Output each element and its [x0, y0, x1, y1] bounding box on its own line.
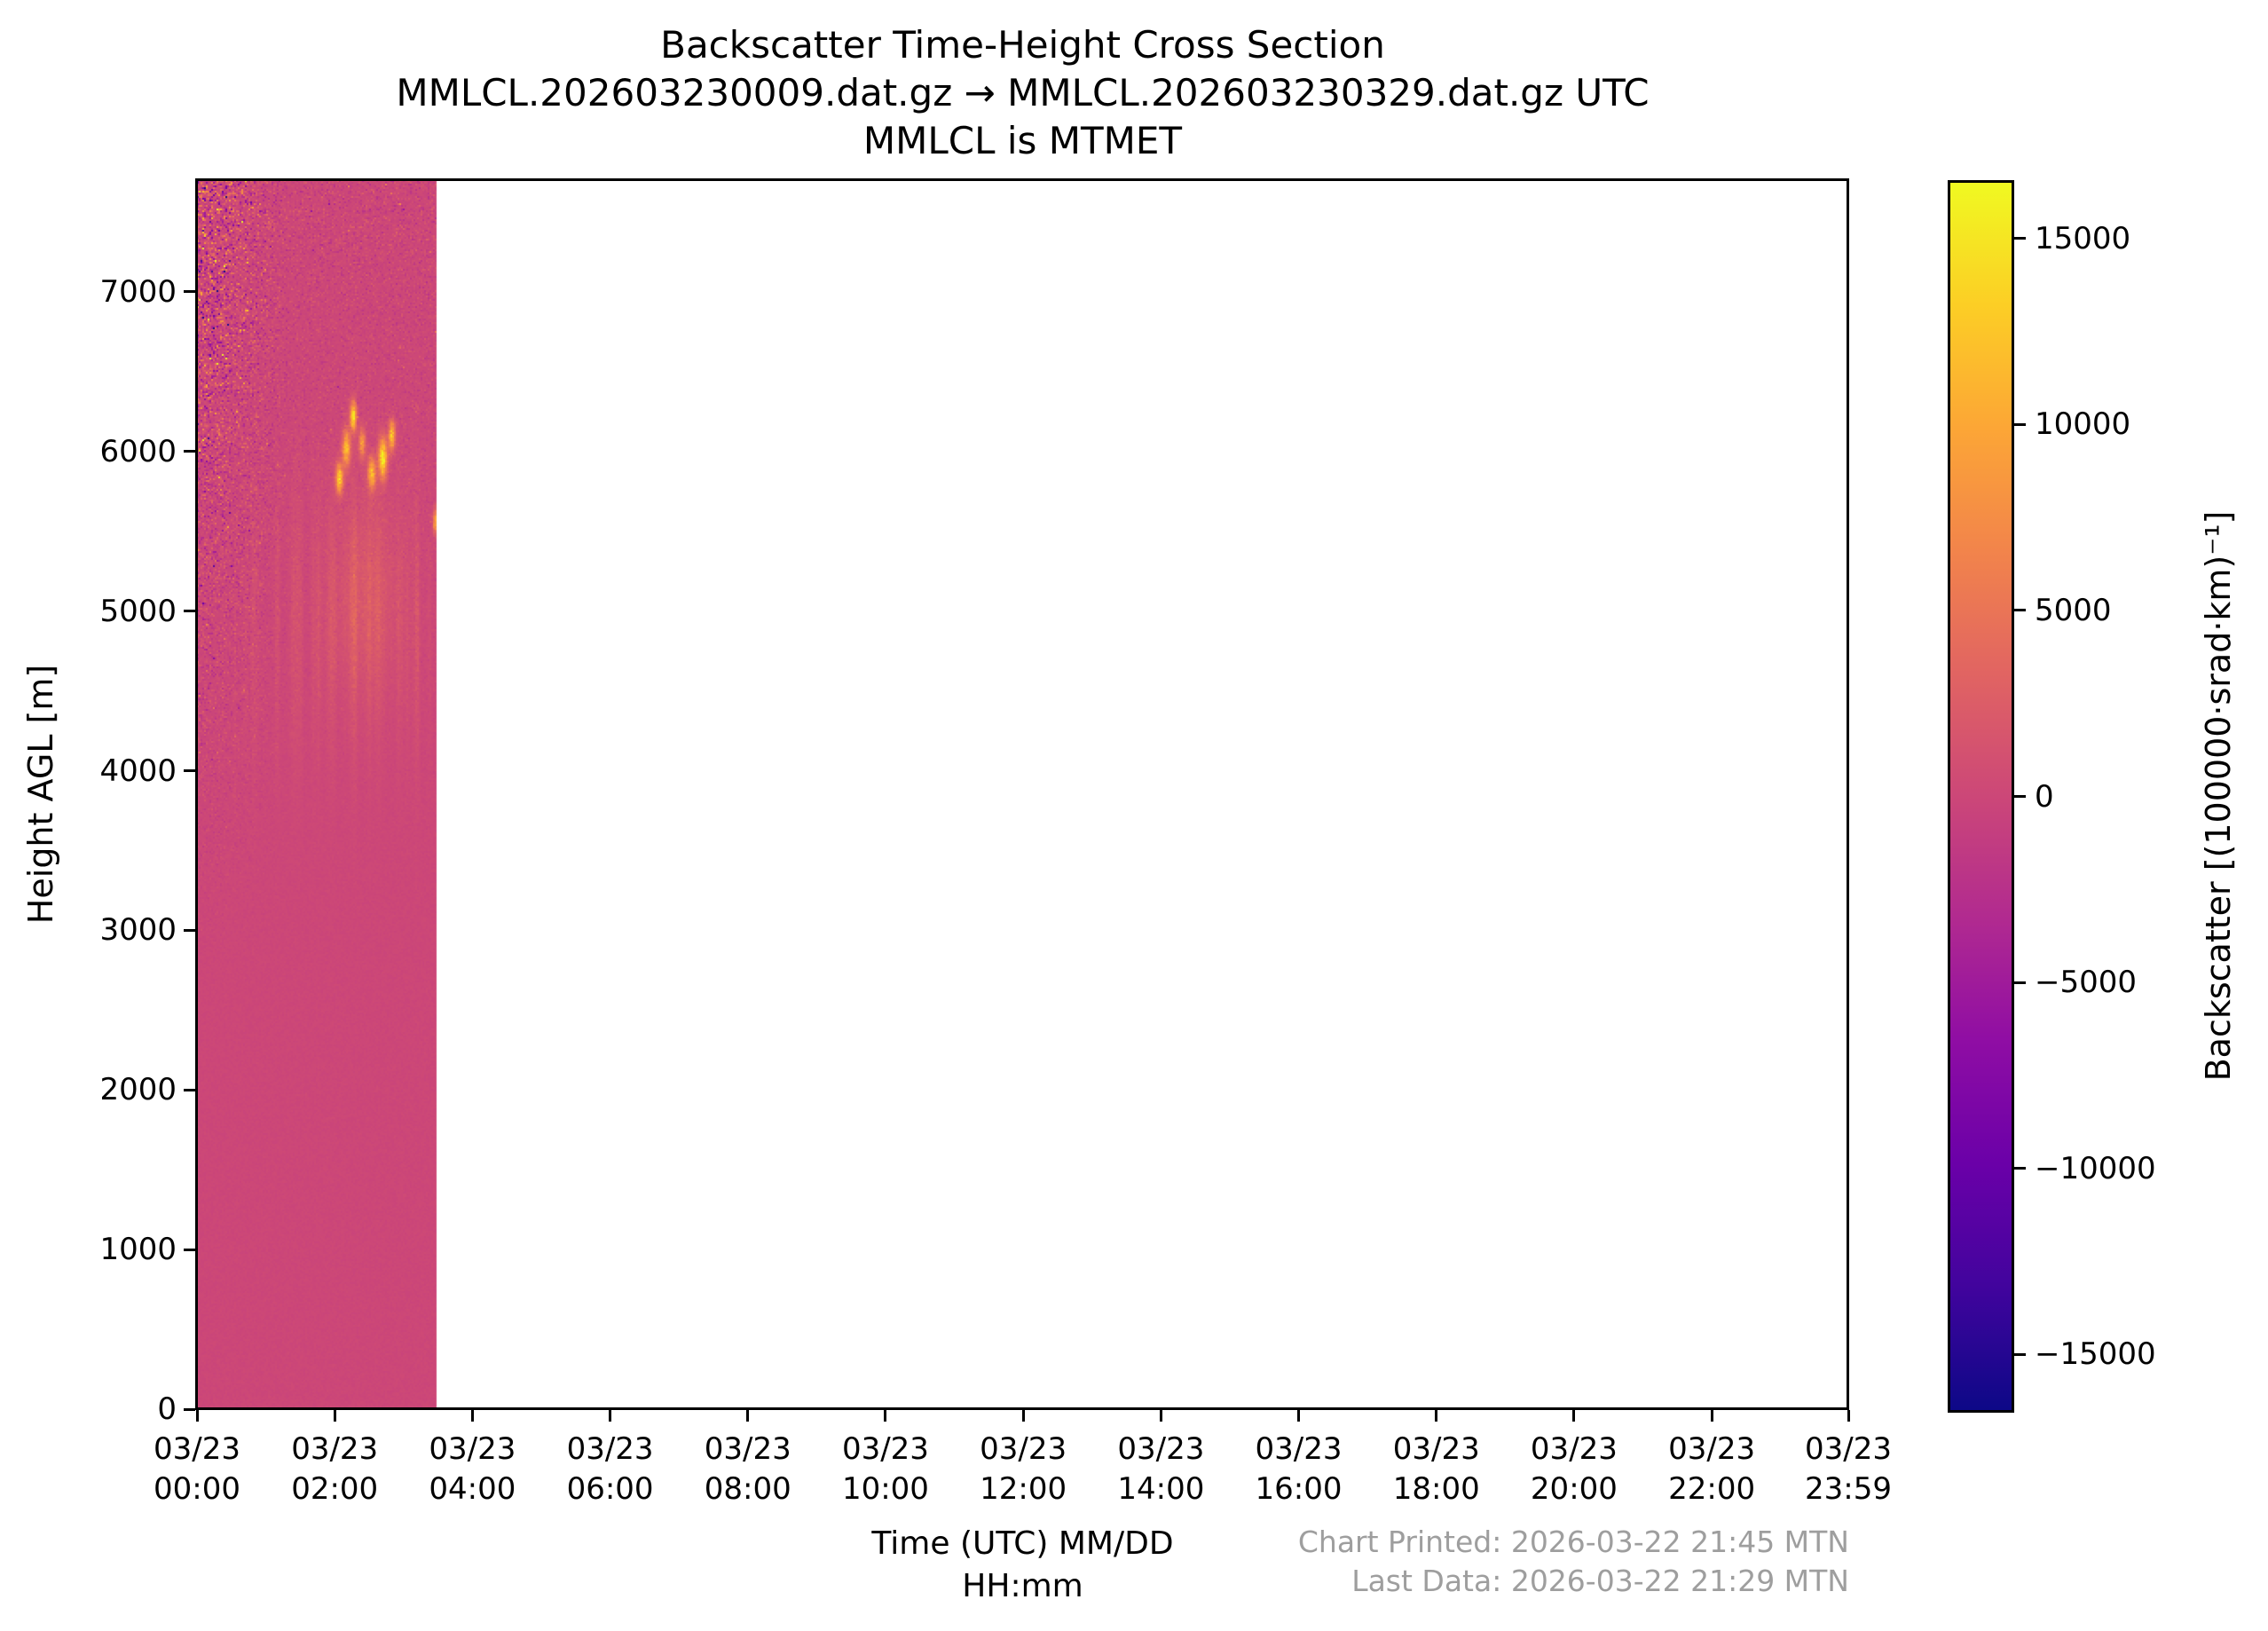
chart-printed-text: Chart Printed: 2026-03-22 21:45 MTN	[1297, 1525, 1849, 1559]
y-tick-mark	[184, 450, 195, 453]
x-tick-label: 03/23 10:00	[841, 1431, 929, 1507]
y-tick-mark	[184, 1088, 195, 1091]
x-tick-label: 03/23 02:00	[291, 1431, 379, 1507]
colorbar-tick-label: −5000	[2035, 965, 2138, 1001]
x-tick-label: 03/23 14:00	[1117, 1431, 1205, 1507]
colorbar-tick-label: 0	[2035, 778, 2054, 815]
x-axis-label-line-2: HH:mm	[962, 1568, 1083, 1604]
colorbar-tick-mark	[2014, 1352, 2026, 1356]
x-tick-mark	[884, 1410, 887, 1422]
colorbar-tick-label: −10000	[2035, 1150, 2156, 1186]
y-tick-mark	[184, 769, 195, 773]
y-tick-label: 6000	[99, 433, 177, 469]
y-tick-label: 0	[157, 1391, 177, 1427]
y-tick-label: 4000	[99, 752, 177, 789]
colorbar-tick-label: 10000	[2035, 406, 2131, 443]
colorbar-tick-label: −15000	[2035, 1336, 2156, 1373]
x-tick-mark	[1435, 1410, 1438, 1422]
y-tick-mark	[184, 610, 195, 613]
chart-title: Backscatter Time-Height Cross Section MM…	[197, 21, 1848, 165]
x-tick-label: 03/23 20:00	[1530, 1431, 1618, 1507]
x-tick-label: 03/23 04:00	[429, 1431, 516, 1507]
x-tick-mark	[1297, 1410, 1301, 1422]
title-line-1: Backscatter Time-Height Cross Section	[660, 23, 1385, 67]
y-tick-label: 2000	[99, 1072, 177, 1108]
x-tick-label: 03/23 22:00	[1668, 1431, 1756, 1507]
plot-frame	[195, 178, 1849, 1410]
colorbar-tick-mark	[2014, 1167, 2026, 1170]
colorbar-tick-mark	[2014, 609, 2026, 612]
colorbar	[1948, 180, 2014, 1413]
x-tick-label: 03/23 16:00	[1255, 1431, 1343, 1507]
x-tick-mark	[1159, 1410, 1162, 1422]
colorbar-tick-mark	[2014, 237, 2026, 240]
y-tick-label: 5000	[99, 593, 177, 629]
x-tick-label: 03/23 23:59	[1805, 1431, 1892, 1507]
title-line-2: MMLCL.202603230009.dat.gz → MMLCL.202603…	[396, 71, 1650, 114]
colorbar-label: Backscatter [(100000·srad·km)⁻¹]	[2199, 510, 2238, 1082]
colorbar-tick-label: 5000	[2035, 592, 2112, 628]
x-tick-label: 03/23 06:00	[566, 1431, 654, 1507]
y-tick-mark	[184, 1248, 195, 1251]
y-tick-mark	[184, 928, 195, 932]
x-axis-label-line-1: Time (UTC) MM/DD	[871, 1525, 1174, 1562]
y-tick-label: 1000	[99, 1232, 177, 1268]
y-tick-mark	[184, 1407, 195, 1411]
colorbar-tick-mark	[2014, 981, 2026, 984]
x-tick-mark	[333, 1410, 336, 1422]
x-tick-mark	[1847, 1410, 1850, 1422]
x-tick-mark	[746, 1410, 750, 1422]
x-tick-label: 03/23 08:00	[704, 1431, 791, 1507]
colorbar-tick-mark	[2014, 422, 2026, 426]
x-tick-label: 03/23 12:00	[980, 1431, 1067, 1507]
heatmap-canvas	[197, 180, 1848, 1409]
x-axis-label: Time (UTC) MM/DD HH:mm	[197, 1523, 1848, 1608]
title-line-3: MMLCL is MTMET	[862, 119, 1183, 162]
y-tick-label: 7000	[99, 273, 177, 310]
colorbar-tick-mark	[2014, 795, 2026, 798]
y-tick-mark	[184, 290, 195, 294]
y-tick-label: 3000	[99, 912, 177, 949]
colorbar-tick-label: 15000	[2035, 220, 2131, 256]
x-tick-mark	[195, 1410, 199, 1422]
x-tick-label: 03/23 18:00	[1392, 1431, 1480, 1507]
x-tick-mark	[1572, 1410, 1576, 1422]
y-axis-label: Height AGL [m]	[21, 664, 60, 925]
x-tick-mark	[609, 1410, 612, 1422]
x-tick-label: 03/23 00:00	[154, 1431, 240, 1507]
x-tick-mark	[1021, 1410, 1025, 1422]
x-tick-mark	[1710, 1410, 1713, 1422]
last-data-text: Last Data: 2026-03-22 21:29 MTN	[1351, 1564, 1849, 1598]
footer-info: Chart Printed: 2026-03-22 21:45 MTN Last…	[1298, 1523, 1849, 1601]
x-tick-mark	[470, 1410, 474, 1422]
